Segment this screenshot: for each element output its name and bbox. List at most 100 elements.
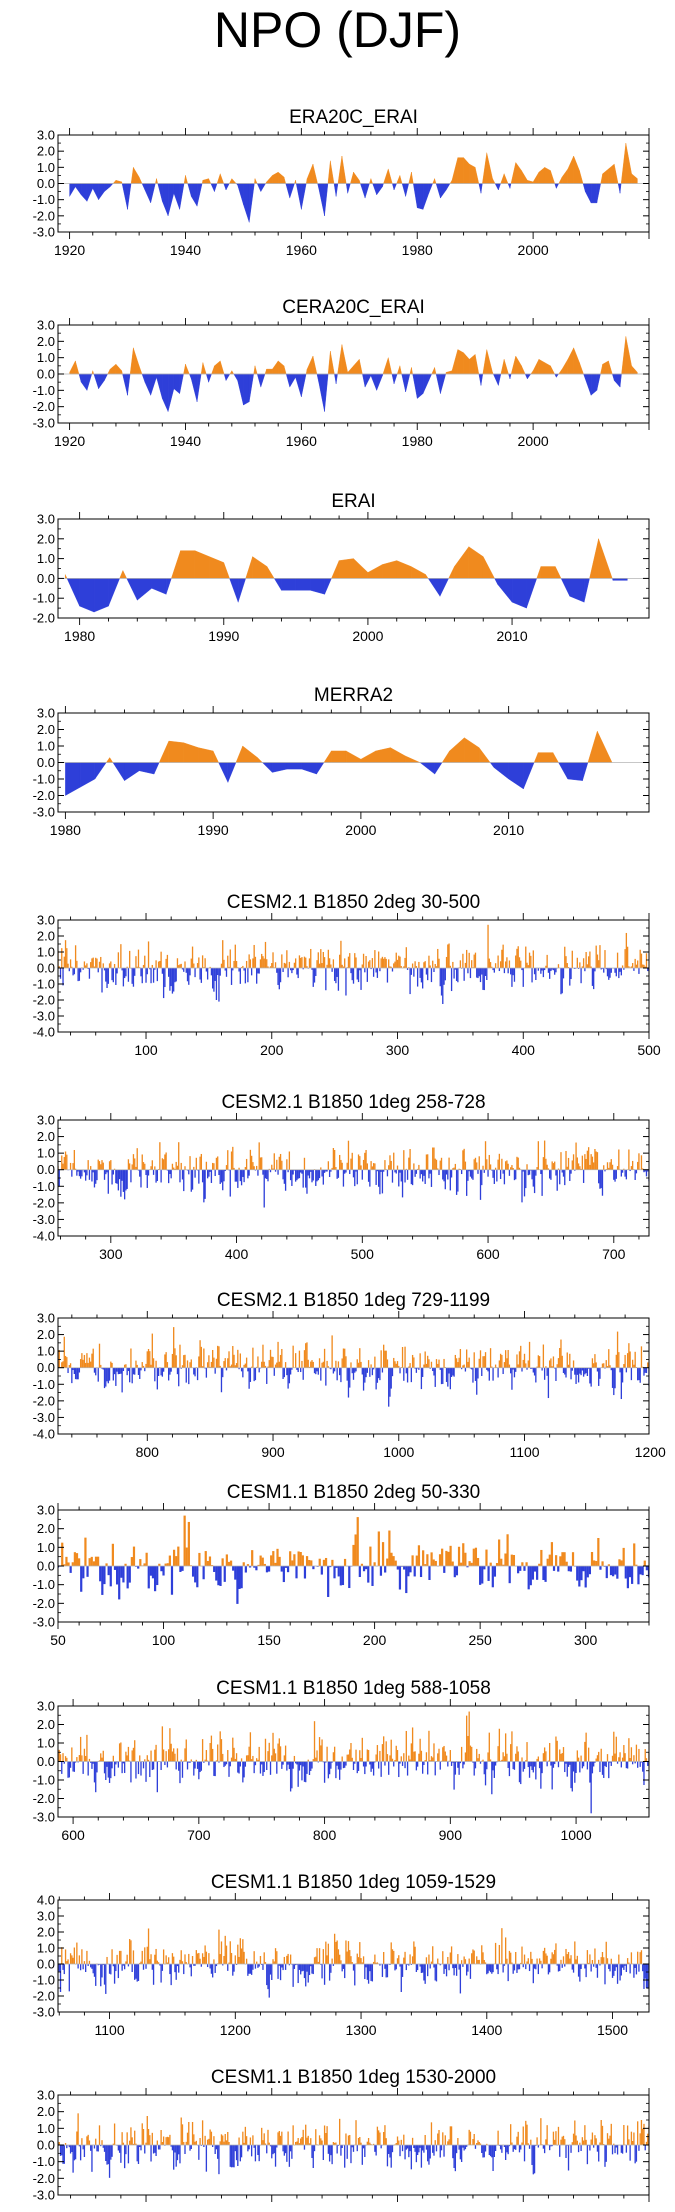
data-bar: [404, 958, 405, 968]
data-bar: [421, 1964, 422, 1973]
data-area-segment: [583, 184, 585, 192]
data-bar: [321, 2141, 322, 2146]
data-bar: [120, 1566, 122, 1578]
data-area-segment: [238, 578, 246, 602]
data-bar: [416, 2145, 417, 2162]
data-bar: [469, 1959, 470, 1964]
data-bar: [558, 1762, 559, 1768]
data-area-segment: [359, 180, 360, 183]
data-bar: [481, 1566, 483, 1584]
data-bar: [98, 2145, 99, 2152]
data-bar: [289, 1368, 290, 1384]
data-bar: [369, 1368, 370, 1377]
data-bar: [619, 1368, 620, 1373]
data-bar: [262, 1558, 264, 1566]
x-tick-label: 1920: [54, 242, 85, 258]
data-bar: [529, 2145, 530, 2149]
data-bar: [80, 1170, 81, 1179]
data-bar: [414, 1751, 415, 1761]
data-bar: [414, 2145, 415, 2152]
data-bar: [207, 1170, 208, 1179]
data-bar: [286, 1762, 287, 1771]
data-bar: [295, 1353, 296, 1368]
y-tick-label: 2.0: [37, 1925, 55, 1940]
x-tick-label: 2000: [345, 822, 376, 838]
data-area-segment: [591, 374, 597, 395]
data-bar: [167, 1563, 169, 1566]
data-bar: [305, 1964, 306, 1986]
data-bar: [248, 1170, 249, 1176]
data-bar: [504, 1362, 505, 1368]
data-bar: [348, 2136, 349, 2146]
data-bar: [621, 1762, 622, 1768]
data-bar: [172, 1752, 173, 1762]
data-area-segment: [603, 169, 609, 184]
data-area-segment: [469, 164, 475, 183]
data-bar: [541, 1170, 542, 1196]
data-bar: [382, 1744, 383, 1761]
data-bar: [508, 2145, 509, 2154]
data-bar: [215, 1964, 216, 1973]
data-bar: [230, 949, 231, 968]
data-bar: [611, 1959, 612, 1964]
data-bar: [555, 1170, 556, 1176]
data-bar: [560, 1340, 561, 1368]
data-bar: [202, 2120, 203, 2145]
data-bar: [546, 2125, 547, 2145]
data-bar: [349, 1170, 350, 1174]
data-bar: [626, 933, 627, 968]
data-bar: [500, 1559, 502, 1566]
data-bar: [381, 1350, 382, 1367]
data-bar: [101, 2140, 102, 2145]
data-bar: [540, 968, 541, 974]
data-bar: [398, 1762, 399, 1778]
data-bar: [128, 1159, 129, 1169]
data-bar: [523, 2127, 524, 2146]
data-bar: [530, 1566, 532, 1585]
data-bar: [364, 968, 365, 972]
data-bar: [374, 950, 375, 968]
data-bar: [624, 1355, 625, 1368]
data-area-segment: [531, 371, 533, 374]
data-bar: [216, 1359, 217, 1368]
data-bar: [573, 1964, 574, 1973]
data-bar: [505, 1350, 506, 1368]
data-bar: [540, 1550, 542, 1566]
data-bar: [378, 1170, 379, 1187]
data-bar: [165, 959, 166, 968]
data-area-segment: [495, 184, 498, 190]
data-bar: [531, 968, 532, 982]
data-area-segment: [174, 184, 180, 210]
data-area-segment: [197, 374, 201, 402]
data-bar: [296, 1170, 297, 1180]
y-tick-label: -2.0: [33, 1791, 55, 1806]
data-area-segment: [523, 763, 534, 789]
data-bar: [192, 947, 193, 968]
data-bar: [261, 1762, 262, 1765]
data-bar: [184, 1954, 185, 1964]
data-bar: [535, 1368, 536, 1383]
data-bar: [364, 1762, 365, 1775]
data-bar: [399, 2145, 400, 2156]
data-bar: [606, 1942, 607, 1964]
data-bar: [534, 1964, 535, 1969]
data-bar: [504, 1553, 506, 1566]
data-bar: [567, 963, 568, 968]
data-bar: [153, 2145, 154, 2154]
data-bar: [370, 1161, 371, 1170]
data-bar: [93, 958, 94, 968]
data-bar: [528, 965, 529, 968]
data-bar: [179, 964, 180, 968]
data-bar: [71, 2145, 72, 2152]
data-bar: [421, 1170, 422, 1174]
data-bar: [491, 1762, 492, 1795]
data-bar: [169, 1964, 170, 1974]
data-bar: [558, 1358, 559, 1368]
data-bar: [583, 1368, 584, 1377]
data-bar: [194, 2142, 195, 2145]
data-bar: [191, 1359, 192, 1367]
data-bar: [465, 1162, 466, 1170]
data-bar: [187, 968, 188, 981]
data-area-segment: [232, 179, 236, 184]
